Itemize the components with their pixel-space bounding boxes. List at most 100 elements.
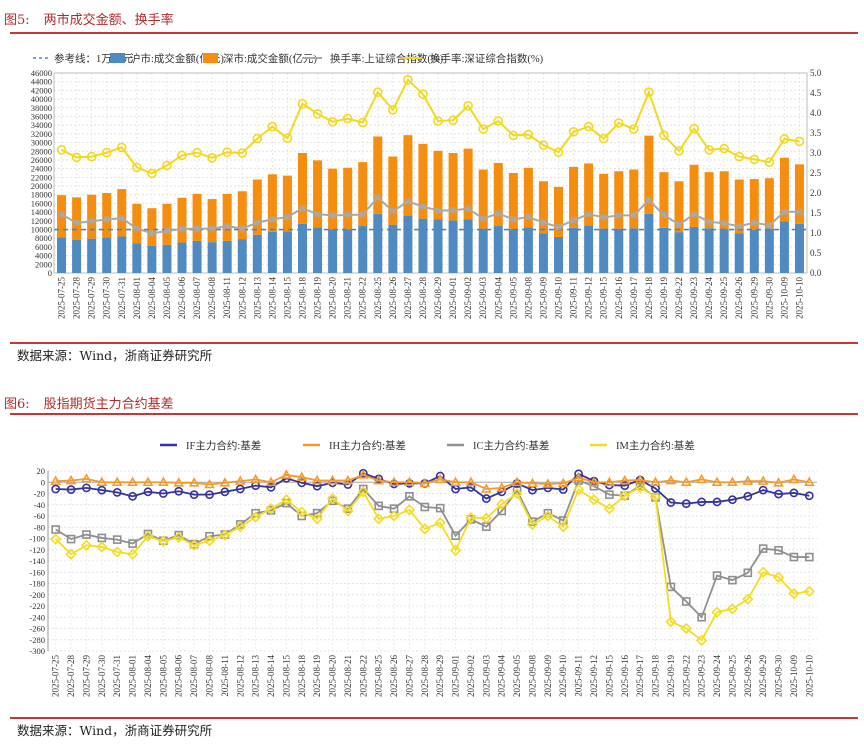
point-sz-turnover — [674, 146, 684, 156]
line-square — [55, 479, 810, 619]
c2-x-tick-label: 2025-08-28 — [420, 655, 430, 697]
c2-x-tick-label: 2025-09-08 — [527, 655, 537, 697]
y-tick-label: -200 — [29, 590, 45, 600]
c1-x-tick-label: 2025-07-31 — [117, 277, 127, 319]
c2-x-tick-label: 2025-08-06 — [174, 655, 184, 697]
point-square — [205, 531, 214, 541]
point-diamond — [403, 504, 416, 516]
y-right-tick-label: 0.0 — [810, 268, 822, 278]
point-sh-turnover — [88, 218, 95, 225]
point-sz-turnover — [433, 116, 443, 126]
point-diamond — [65, 548, 77, 560]
c2-x-tick-label: 2025-07-29 — [81, 655, 91, 697]
c2-x-tick-label: 2025-07-31 — [112, 655, 122, 697]
c2-x-tick-label: 2025-09-02 — [466, 655, 476, 697]
point-diamond — [234, 521, 246, 533]
bar-sh — [373, 213, 383, 273]
point-diamond — [203, 535, 216, 547]
c2-x-tick-label: 2025-09-22 — [681, 655, 691, 697]
point-diamond — [634, 481, 646, 493]
point-sh-turnover — [299, 205, 306, 212]
point-sz-turnover — [644, 87, 654, 97]
point-sh-turnover — [133, 225, 140, 232]
point-sz-turnover — [734, 151, 745, 162]
point-sh-turnover — [615, 212, 622, 219]
c1-x-tick-label: 2025-10-09 — [779, 277, 789, 319]
c2-x-tick-label: 2025-09-18 — [651, 655, 661, 697]
legend-label: IH主力合约:基差 — [329, 439, 406, 452]
point-sh-turnover — [630, 212, 637, 219]
bar-sh — [267, 231, 277, 273]
c1-x-tick-label: 2025-09-22 — [674, 277, 684, 319]
point-sz-turnover — [177, 150, 187, 161]
point-square — [681, 597, 691, 606]
bar-sz — [614, 171, 624, 229]
point-triangle — [650, 476, 661, 487]
bar-sz — [358, 162, 368, 227]
point-triangle — [127, 476, 138, 487]
point-sz-turnover — [448, 115, 458, 125]
point-circle — [266, 482, 276, 492]
point-sh-turnover — [374, 194, 381, 201]
point-sh-turnover — [58, 211, 65, 218]
bar-sh — [749, 229, 759, 273]
point-triangle — [496, 482, 508, 492]
point-sz-turnover — [132, 162, 142, 173]
point-sz-turnover — [598, 133, 609, 144]
point-sh-turnover — [570, 217, 577, 224]
bar-sh — [764, 228, 774, 273]
point-square — [66, 534, 76, 544]
y-left-tick-label: 4000 — [35, 251, 52, 261]
c1-x-tick-label: 2025-08-27 — [403, 277, 413, 319]
bar-sh — [689, 226, 699, 273]
point-diamond — [142, 530, 154, 542]
c1-x-tick-label: 2025-08-21 — [343, 277, 353, 319]
point-sh-turnover — [585, 211, 592, 218]
point-sh-turnover — [721, 220, 728, 227]
bar-sz — [328, 168, 338, 230]
point-triangle — [250, 473, 262, 484]
point-sz-turnover — [583, 121, 594, 132]
c1-x-tick-label: 2025-08-25 — [373, 277, 383, 319]
c2-x-tick-label: 2025-09-30 — [774, 655, 784, 697]
point-circle — [758, 485, 768, 495]
bar-sh — [147, 245, 157, 273]
point-square — [405, 492, 414, 501]
point-sh-turnover — [404, 198, 411, 205]
bar-sz — [433, 150, 443, 220]
bar-sz — [132, 203, 142, 244]
c2-x-tick-label: 2025-08-29 — [435, 655, 445, 697]
point-sh-turnover — [751, 219, 758, 226]
point-triangle — [603, 476, 615, 487]
bar-sh — [282, 231, 292, 273]
bar-sh — [614, 228, 624, 273]
point-square — [174, 530, 184, 540]
point-square — [435, 503, 445, 513]
y-left-tick-label: 28000 — [31, 146, 52, 156]
point-sh-turnover — [465, 205, 472, 212]
point-diamond — [80, 539, 93, 551]
c2-x-tick-label: 2025-09-17 — [635, 655, 645, 697]
figure6-top-rule — [10, 413, 858, 415]
point-sz-turnover — [147, 168, 157, 179]
y-left-tick-label: 42000 — [31, 85, 52, 95]
y-left-tick-label: 38000 — [31, 103, 52, 113]
figure6-title: 图6: 股指期货主力合约基差 — [4, 393, 174, 412]
point-triangle — [619, 474, 631, 485]
y-tick-label: -160 — [29, 567, 45, 577]
y-right-tick-label: 1.5 — [810, 208, 822, 218]
point-triangle — [727, 476, 738, 487]
figure5-source: 数据来源：Wind，浙商证券研究所 — [17, 348, 213, 363]
bar-sh — [644, 213, 654, 273]
point-sz-turnover — [523, 129, 534, 140]
point-sh-turnover — [254, 219, 261, 226]
c1-x-tick-label: 2025-09-17 — [629, 277, 639, 319]
point-diamond — [665, 616, 677, 628]
legend-label: IF主力合约:基差 — [186, 439, 261, 452]
point-diamond — [742, 593, 754, 605]
bar-sz — [674, 181, 684, 233]
c1-x-tick-label: 2025-07-30 — [102, 277, 112, 319]
legend-sh-label: 沪市:成交金额(亿元) — [130, 52, 224, 65]
point-triangle — [634, 474, 646, 484]
c1-x-tick-label: 2025-09-30 — [764, 277, 774, 319]
